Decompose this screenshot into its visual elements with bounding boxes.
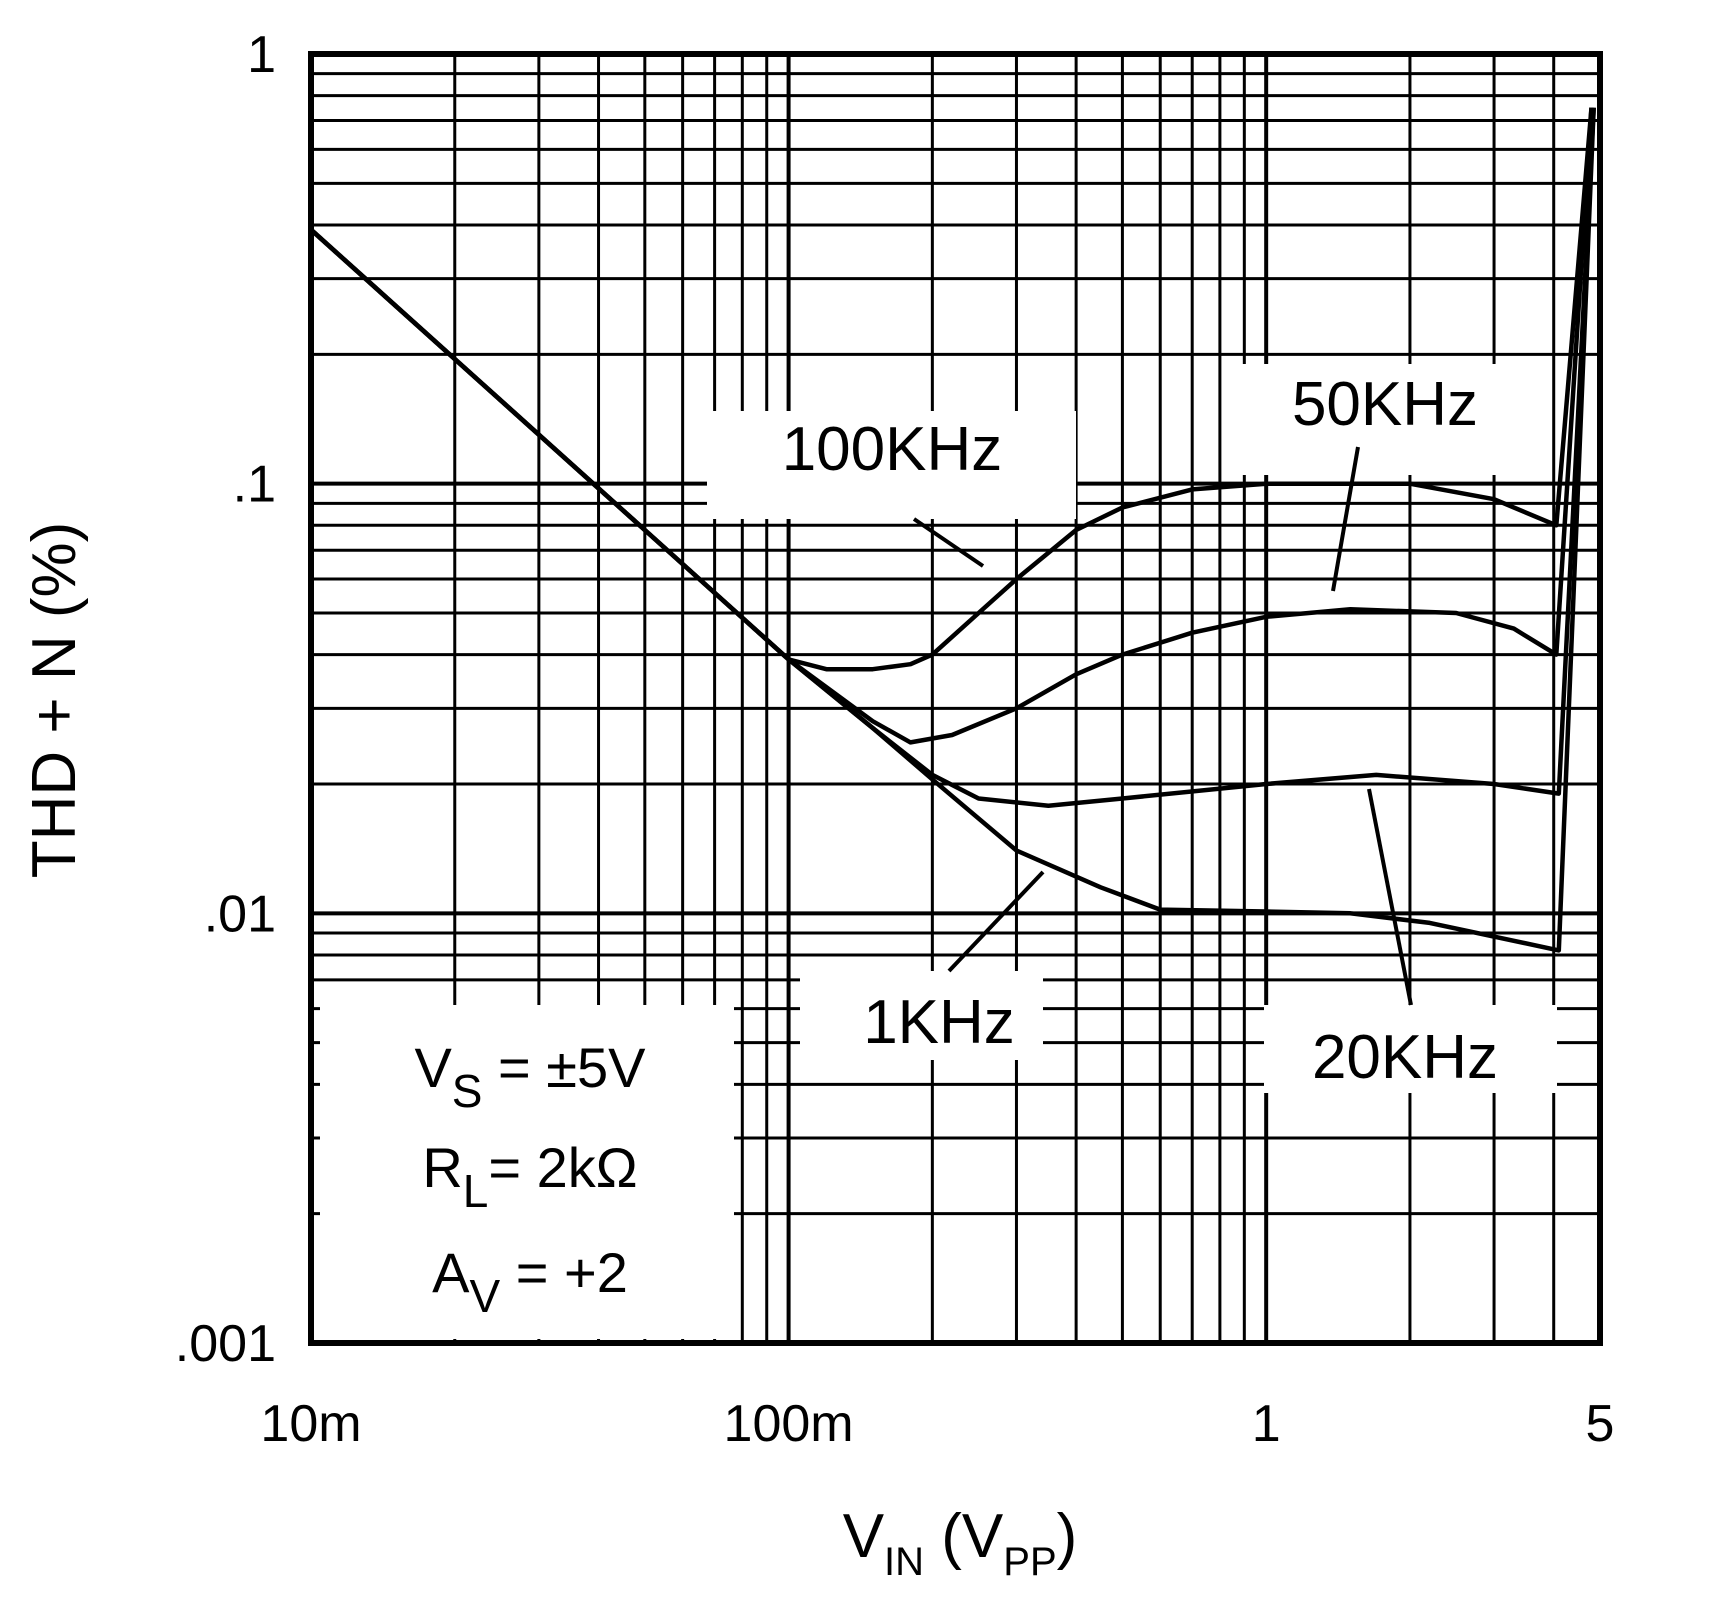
x-tick-label: 5 bbox=[1586, 1395, 1615, 1453]
leader-50khz bbox=[1331, 446, 1360, 592]
series-line-50khz bbox=[309, 107, 1594, 745]
y-tick-label: .001 bbox=[175, 1315, 276, 1373]
curves bbox=[309, 107, 1596, 953]
label-box-100khz bbox=[707, 411, 1076, 519]
x-tick-label: 1 bbox=[1252, 1395, 1281, 1453]
condition-vs: VS = ±5V bbox=[414, 1036, 646, 1117]
condition-av: AV = +2 bbox=[432, 1241, 628, 1322]
y-tick-label: .01 bbox=[204, 885, 276, 943]
condition-rl: RL= 2kΩ bbox=[422, 1136, 637, 1217]
leader-100khz bbox=[912, 517, 985, 568]
y-tick-label: 1 bbox=[247, 26, 276, 84]
y-tick-label: .1 bbox=[233, 456, 276, 514]
conditions-box bbox=[320, 1005, 734, 1339]
series-label-1khz: 1KHz bbox=[863, 988, 1015, 1057]
y-axis-label: THD + N (%) bbox=[20, 522, 89, 879]
series-label-50khz: 50KHz bbox=[1292, 370, 1478, 439]
x-tick-label: 10m bbox=[260, 1395, 361, 1453]
x-tick-label: 100m bbox=[724, 1395, 854, 1453]
series-label-20khz: 20KHz bbox=[1312, 1023, 1498, 1092]
leader-1khz bbox=[947, 870, 1045, 973]
series-line-100khz bbox=[309, 107, 1594, 672]
leader-20khz bbox=[1367, 788, 1413, 1006]
x-axis-label: VIN (VPP) bbox=[843, 1502, 1078, 1584]
label-box-20khz bbox=[1264, 1005, 1557, 1093]
series-label-100khz: 100KHz bbox=[782, 415, 1003, 484]
tick-labels: 10m 100m 1 5 1 .1 .01 .001 bbox=[175, 26, 1615, 1453]
label-box-1khz bbox=[800, 971, 1043, 1060]
series-line-1khz bbox=[309, 107, 1596, 953]
label-box-50khz bbox=[1242, 364, 1501, 475]
plot-frame bbox=[308, 51, 1603, 1346]
